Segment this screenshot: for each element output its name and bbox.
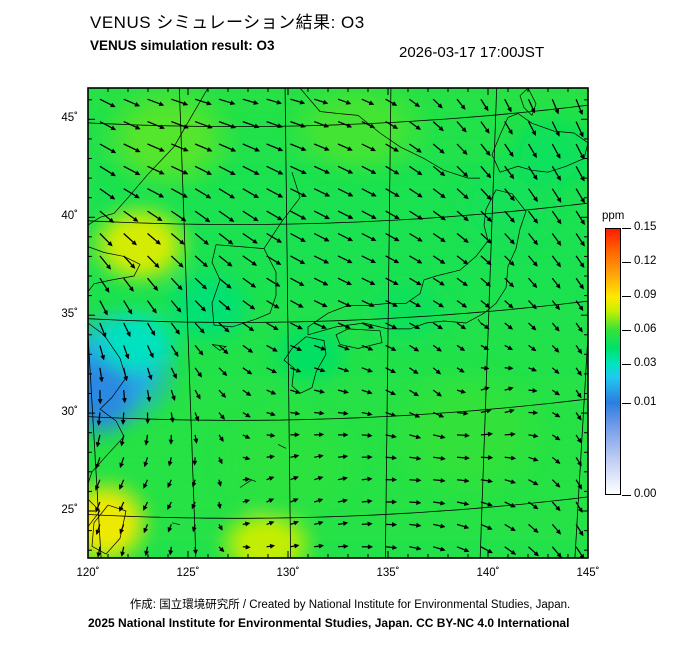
colorbar (605, 228, 621, 495)
credit-line-japanese: 作成: 国立環境研究所 / Created by National Instit… (129, 599, 571, 611)
x-tick-label: 125˚ (176, 567, 200, 579)
colorbar-tick-label: 0.06 (634, 323, 657, 335)
timestamp-label: 2026-03-17 17:00JST (399, 44, 545, 61)
page-title-english: VENUS simulation result: O3 (90, 38, 275, 53)
colorbar-tick-label: 0.12 (634, 255, 657, 267)
colorbar-tick (622, 495, 631, 496)
coastline-layer (88, 88, 588, 555)
colorbar-gradient (605, 228, 621, 495)
colorbar-tick-label: 0.09 (634, 289, 657, 301)
colorbar-tick (622, 403, 631, 404)
page-title-japanese: VENUS シミュレーション結果: O3 (90, 13, 365, 32)
colorbar-tick (622, 228, 631, 229)
colorbar-tick (622, 364, 631, 365)
y-tick-label: 40˚ (61, 210, 78, 223)
wind-vector-layer (95, 98, 585, 558)
x-tick-label: 135˚ (376, 567, 400, 579)
colorbar-tick-label: 0.01 (634, 396, 657, 408)
colorbar-tick (622, 330, 631, 331)
x-tick-label: 145˚ (576, 567, 600, 579)
y-tick-label: 35˚ (61, 308, 78, 321)
y-tick-label: 30˚ (61, 406, 78, 419)
colorbar-tick (622, 262, 631, 263)
x-tick-label: 140˚ (476, 567, 500, 579)
y-tick-label: 45˚ (61, 112, 78, 125)
x-tick-label: 120˚ (76, 567, 100, 579)
credit-line-license: 2025 National Institute for Environmenta… (88, 616, 570, 630)
y-tick-label: 25˚ (61, 504, 78, 516)
x-tick-label: 130˚ (276, 567, 300, 579)
colorbar-tick (622, 296, 631, 297)
colorbar-tick-label: 0.00 (634, 488, 657, 500)
concentration-field (88, 88, 588, 558)
colorbar-unit-label: ppm (602, 210, 625, 222)
colorbar-tick-label: 0.03 (634, 357, 657, 369)
colorbar-tick-label: 0.15 (634, 221, 657, 233)
plot-frame (87, 87, 589, 559)
